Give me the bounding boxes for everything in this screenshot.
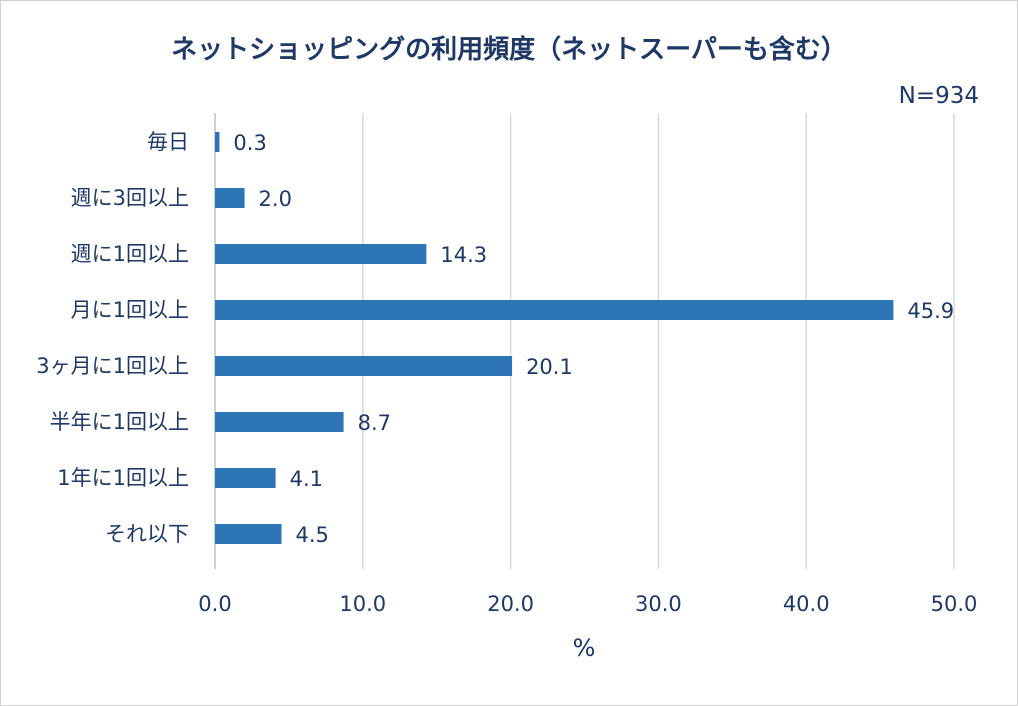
data-label: 45.9 — [907, 299, 954, 323]
category-label: 月に1回以上 — [71, 298, 189, 322]
data-label: 8.7 — [358, 411, 391, 435]
data-label: 0.3 — [233, 131, 266, 155]
category-label: 毎日 — [147, 130, 189, 154]
bar — [215, 188, 245, 208]
category-label: それ以下 — [105, 522, 189, 546]
x-tick-label: 10.0 — [339, 592, 386, 616]
x-tick-label: 50.0 — [931, 592, 978, 616]
bar — [215, 132, 220, 152]
bar — [215, 244, 427, 264]
category-label: 1年に1回以上 — [57, 466, 189, 490]
category-label: 週に3回以上 — [71, 186, 189, 210]
data-label: 20.1 — [526, 355, 573, 379]
data-label: 4.5 — [296, 523, 329, 547]
bar — [215, 356, 513, 376]
labels: 0.0 10.0 20.0 30.0 40.0 50.0 毎日 0.3 週に3回以上 2.0 週に1… — [36, 130, 977, 616]
x-tick-label: 0.0 — [198, 592, 231, 616]
chart-title: ネットショッピングの利用頻度（ネットスーパーも含む） — [171, 35, 847, 65]
bars — [215, 132, 894, 544]
bar — [215, 468, 276, 488]
gridlines — [214, 113, 955, 569]
x-tick-label: 20.0 — [487, 592, 534, 616]
category-label: 週に1回以上 — [71, 242, 189, 266]
bar — [215, 524, 282, 544]
x-tick-label: 30.0 — [635, 592, 682, 616]
category-label: 半年に1回以上 — [50, 410, 189, 434]
category-label: 3ヶ月に1回以上 — [36, 354, 189, 378]
bar — [215, 412, 344, 432]
bar — [215, 300, 894, 320]
data-label: 2.0 — [259, 187, 292, 211]
x-axis-title: % — [573, 634, 596, 662]
x-tick-label: 40.0 — [783, 592, 830, 616]
data-label: 4.1 — [290, 467, 323, 491]
data-label: 14.3 — [440, 243, 487, 267]
sample-size-label: N=934 — [898, 83, 979, 109]
